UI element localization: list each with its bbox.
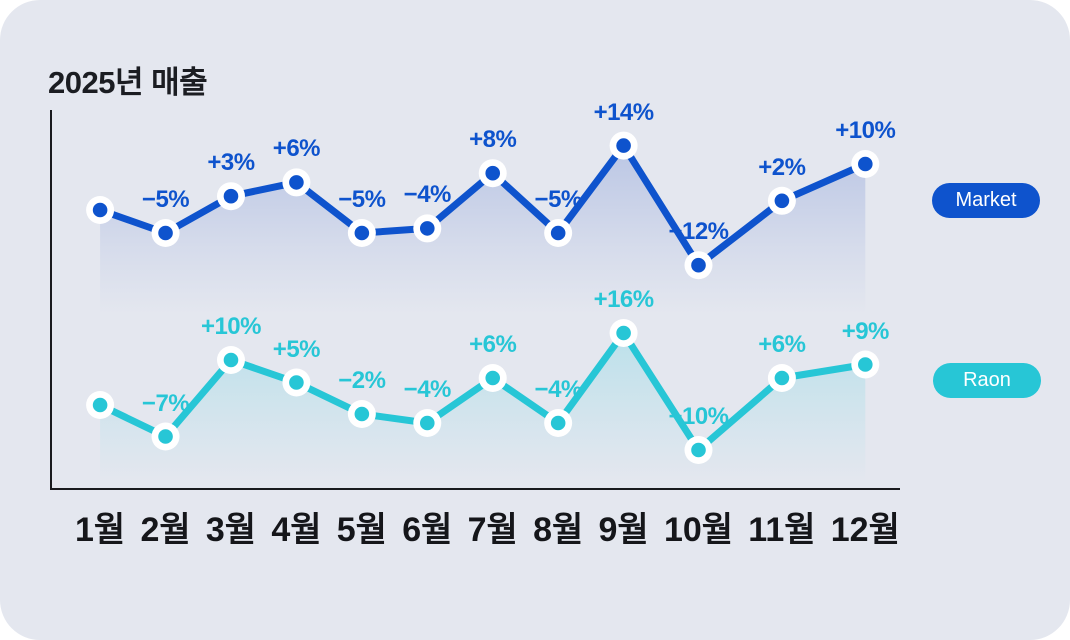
market-point-ring xyxy=(609,131,638,160)
market-point-ring xyxy=(282,168,311,197)
market-point-ring xyxy=(151,219,180,247)
month-label: 12월 xyxy=(830,511,900,549)
raon-point-ring xyxy=(767,364,796,392)
market-point-ring xyxy=(216,182,245,211)
month-label: 3월 xyxy=(205,511,257,549)
market-point-ring xyxy=(851,150,880,178)
raon-value-label: +9% xyxy=(841,317,890,345)
raon-point xyxy=(354,406,370,422)
raon-point xyxy=(158,429,173,444)
month-label: 6월 xyxy=(402,511,453,549)
market-point xyxy=(223,188,239,204)
raon-point-ring xyxy=(216,346,245,374)
raon-value-label: −2% xyxy=(338,367,386,394)
raon-point-ring xyxy=(851,350,880,379)
month-label: 9월 xyxy=(598,511,649,549)
raon-point-ring xyxy=(413,409,442,437)
raon-value-label: +6% xyxy=(758,331,806,358)
raon-point-ring xyxy=(609,319,638,347)
market-value-label: +10% xyxy=(835,117,896,144)
market-value-label: +14% xyxy=(593,98,655,126)
month-label: 1월 xyxy=(75,511,126,549)
month-label: 8월 xyxy=(533,511,584,549)
market-point-ring xyxy=(684,251,713,280)
market-point-ring xyxy=(478,159,507,188)
raon-point-ring xyxy=(151,422,180,451)
market-point xyxy=(419,221,435,236)
month-label: 10월 xyxy=(663,511,734,549)
raon-value-label: +5% xyxy=(272,335,321,363)
market-point xyxy=(485,165,501,181)
market-value-label: −5% xyxy=(534,186,583,213)
raon-point-ring xyxy=(86,391,115,419)
month-label: 2월 xyxy=(140,511,191,549)
month-label: 11월 xyxy=(748,511,816,549)
month-label: 4월 xyxy=(271,511,322,549)
market-point-ring xyxy=(767,186,796,215)
market-point xyxy=(158,225,173,241)
raon-point-ring xyxy=(282,368,311,397)
raon-value-label: +10% xyxy=(200,313,262,340)
raon-point xyxy=(774,370,790,386)
raon-point xyxy=(550,415,566,431)
x-axis-labels: 1월 2월 3월 4월 5월 6월 7월 8월 9월 10월 11월 12월 xyxy=(75,511,900,549)
raon-value-label: −10% xyxy=(668,403,729,430)
raon-point xyxy=(616,325,631,341)
month-label: 7월 xyxy=(467,511,518,549)
raon-point-ring xyxy=(544,409,573,437)
raon-point xyxy=(485,370,501,386)
raon-point xyxy=(691,442,706,458)
market-point xyxy=(354,225,370,241)
market-point xyxy=(550,225,566,241)
market-value-label: +2% xyxy=(758,153,806,181)
legend-market-badge[interactable]: Market xyxy=(932,183,1040,218)
legend-raon-badge[interactable]: Raon xyxy=(933,363,1041,398)
market-value-label: −12% xyxy=(668,218,729,246)
market-value-label: −5% xyxy=(141,186,190,213)
market-point xyxy=(691,257,706,273)
page-title: 2025년 매출 xyxy=(48,65,208,100)
market-point-ring xyxy=(413,214,442,243)
raon-point xyxy=(223,352,239,368)
market-point xyxy=(858,156,873,172)
raon-point xyxy=(858,357,873,372)
market-value-label: +3% xyxy=(207,149,255,177)
market-value-label: −5% xyxy=(338,186,386,213)
market-point xyxy=(289,175,304,190)
raon-point-ring xyxy=(478,364,507,392)
market-point-ring xyxy=(86,196,115,224)
raon-value-label: +16% xyxy=(593,286,655,313)
raon-value-label: −4% xyxy=(534,376,583,403)
raon-point xyxy=(419,415,435,431)
market-point xyxy=(92,202,108,218)
raon-value-label: −4% xyxy=(403,376,452,403)
raon-value-label: +6% xyxy=(469,331,517,358)
market-value-label: −4% xyxy=(403,181,452,209)
raon-point xyxy=(289,375,304,390)
raon-point-ring xyxy=(347,400,376,428)
month-label: 5월 xyxy=(336,511,387,549)
market-value-label: +6% xyxy=(272,135,321,163)
market-point xyxy=(616,138,631,153)
market-point xyxy=(774,193,790,209)
raon-point xyxy=(92,397,108,413)
series-lines xyxy=(96,142,869,454)
market-value-label: +8% xyxy=(469,126,517,154)
raon-point-ring xyxy=(684,436,713,464)
market-point-ring xyxy=(347,219,376,247)
market-point-ring xyxy=(544,219,573,247)
raon-value-label: −7% xyxy=(141,389,190,417)
